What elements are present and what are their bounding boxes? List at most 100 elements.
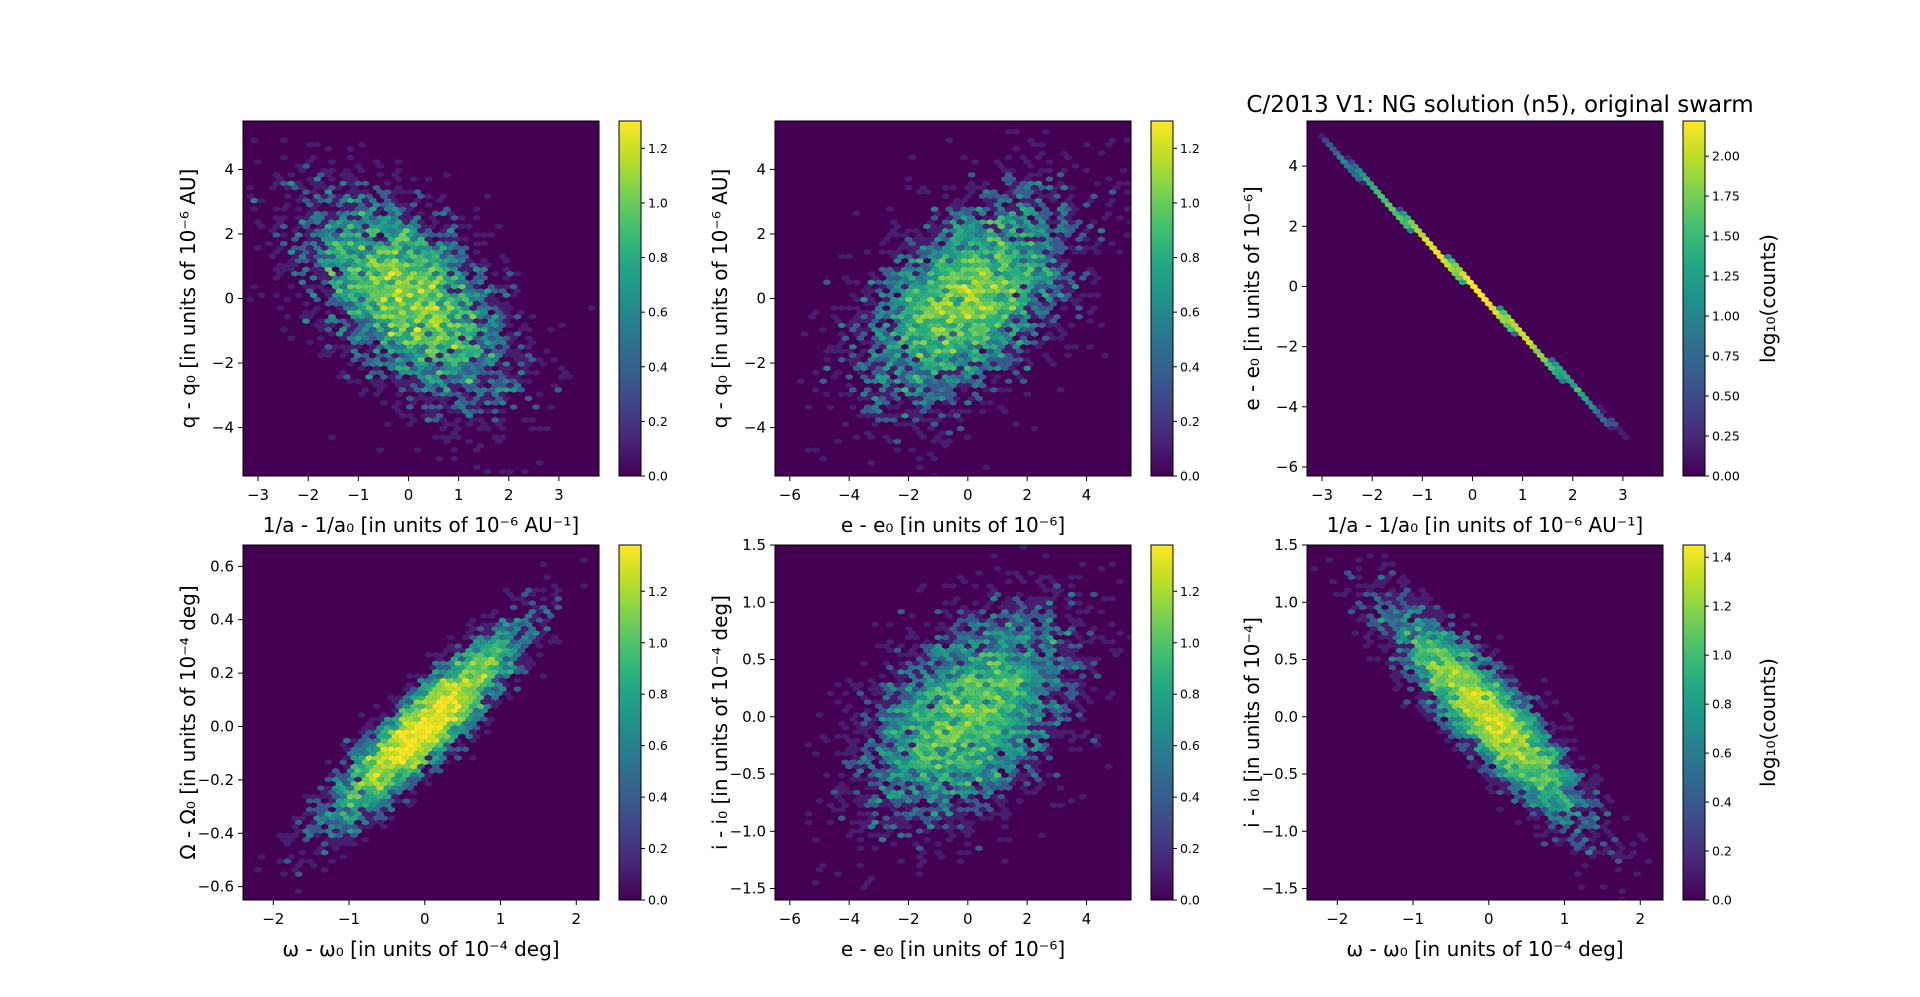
hex-bin: [982, 759, 991, 766]
hex-bin: [945, 776, 953, 783]
hex-bin: [864, 318, 872, 324]
hex-bin: [376, 793, 384, 800]
hex-bin: [324, 300, 332, 307]
hex-bin: [376, 759, 384, 766]
hex-bin: [324, 352, 332, 359]
hex-bin: [472, 716, 481, 723]
hex-bin: [878, 836, 887, 843]
hex-bin: [517, 621, 525, 628]
hex-bin: [1023, 660, 1031, 667]
hex-bin: [1008, 176, 1017, 182]
hex-bin: [1053, 322, 1061, 329]
hex-bin: [878, 395, 887, 402]
hex-bin: [395, 408, 403, 415]
hex-bin: [1008, 305, 1017, 312]
hex-bin: [945, 283, 953, 290]
hex-bin: [1566, 378, 1574, 385]
hex-bin: [915, 292, 924, 299]
hex-bin: [535, 643, 544, 650]
hex-bin: [328, 841, 336, 847]
hex-bin: [927, 737, 935, 744]
hex-bin: [971, 262, 979, 269]
hex-bin: [901, 232, 909, 238]
hex-bin: [365, 737, 373, 744]
hex-bin: [971, 651, 979, 658]
x-tick-label: −1: [347, 486, 369, 504]
hex-bin: [956, 720, 965, 727]
hex-bin: [506, 625, 514, 632]
hex-bin: [960, 361, 968, 367]
hex-bin: [949, 677, 957, 684]
hex-bin: [864, 802, 872, 809]
hex-bin: [361, 785, 370, 791]
hex-bin: [990, 240, 998, 247]
hex-bin: [313, 193, 321, 200]
hex-bin: [1079, 716, 1087, 723]
hex-bin: [978, 815, 987, 822]
hex-bin: [993, 729, 1002, 736]
hex-bin: [971, 219, 979, 226]
hex-bin: [458, 681, 466, 688]
hex-bin: [317, 171, 325, 178]
hex-bin: [502, 621, 510, 628]
hex-bin: [982, 793, 991, 800]
hex-bin: [365, 763, 373, 770]
hex-bin: [395, 236, 403, 243]
colorbar-tick-label: 0.0: [648, 893, 668, 908]
hex-bin: [923, 249, 931, 256]
hex-bin: [975, 326, 983, 333]
hex-bin: [309, 206, 318, 213]
hex-bin: [335, 201, 344, 208]
hex-bin: [982, 690, 991, 697]
hex-bin: [402, 270, 410, 277]
hex-bin: [1053, 184, 1061, 191]
hex-bin: [971, 625, 979, 632]
hex-bin: [380, 322, 388, 329]
colorbar-tick-label: 0.8: [648, 250, 668, 265]
hex-bin: [443, 724, 451, 731]
hex-bin: [1075, 677, 1083, 684]
hex-bin: [1016, 322, 1024, 329]
hex-bin: [1034, 733, 1042, 740]
hex-bin: [904, 184, 913, 191]
hex-bin: [912, 772, 920, 779]
hex-bin: [956, 798, 965, 804]
hex-bin: [904, 651, 913, 658]
hex-bin: [1016, 600, 1024, 606]
hex-bin: [1396, 214, 1404, 221]
hex-bin: [417, 348, 425, 355]
hex-bin: [383, 300, 392, 307]
hex-bin: [982, 647, 991, 654]
hex-bin: [1027, 613, 1035, 619]
hex-bin: [458, 292, 466, 299]
hex-bin: [343, 841, 351, 847]
hex-bin: [406, 395, 414, 402]
hex-bin: [923, 819, 931, 826]
hex-bin: [1075, 711, 1083, 718]
hex-bin: [930, 742, 939, 748]
hex-bin: [1042, 656, 1050, 662]
hex-bin: [997, 300, 1005, 307]
hex-bin: [1093, 733, 1102, 740]
hex-bin: [990, 378, 998, 385]
hex-bin: [960, 785, 968, 791]
hex-bin: [1042, 681, 1050, 688]
hex-bin: [934, 365, 942, 372]
hex-bin: [372, 729, 381, 736]
hex-bin: [934, 841, 942, 847]
hex-bin: [502, 352, 510, 359]
hex-bin: [339, 180, 347, 187]
hex-bin: [908, 785, 916, 791]
hex-bin: [391, 742, 399, 748]
hex-bin: [365, 806, 373, 813]
hex-bin: [458, 326, 466, 333]
hex-bin: [1351, 171, 1359, 178]
hex-bin: [376, 819, 384, 826]
hex-bin: [480, 630, 488, 637]
hex-bin: [472, 378, 481, 385]
hex-bin: [930, 455, 939, 462]
hex-bin: [506, 382, 514, 389]
hex-bin: [1079, 275, 1087, 281]
hex-bin: [454, 408, 462, 415]
hex-bin: [432, 313, 440, 320]
